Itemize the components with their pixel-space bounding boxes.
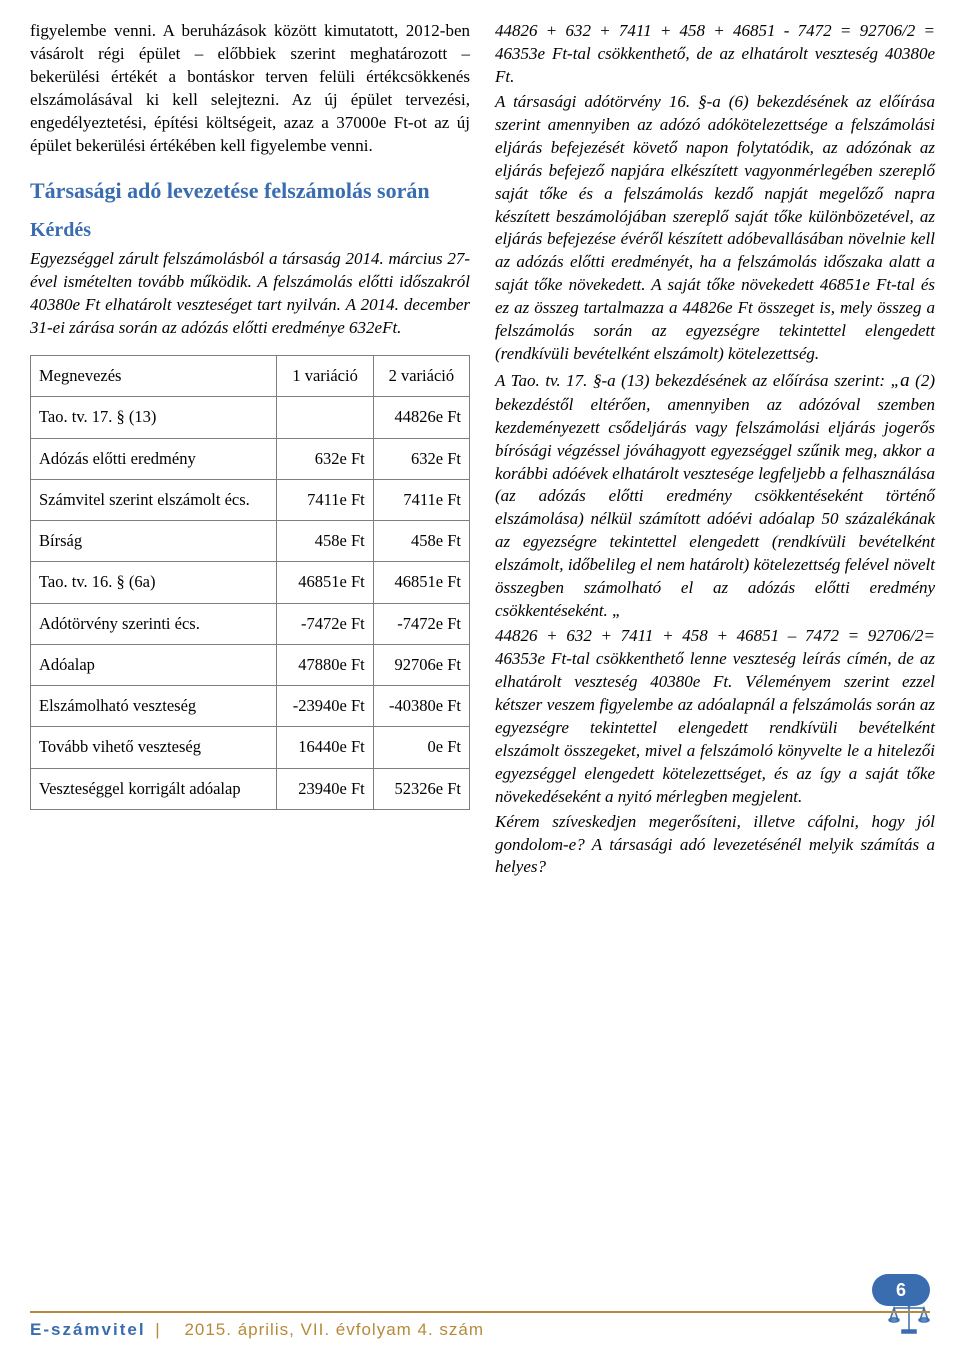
table-cell: Tao. tv. 17. § (13) xyxy=(31,397,277,438)
table-row: Tao. tv. 17. § (13) 44826e Ft xyxy=(31,397,470,438)
table-cell xyxy=(277,397,373,438)
footer-date: 2015. április, VII. évfolyam 4. szám xyxy=(184,1320,484,1339)
table-cell: 16440e Ft xyxy=(277,727,373,768)
left-para-1: figyelembe venni. A beruházások között k… xyxy=(30,20,470,158)
right-para-4: Kérem szíveskedjen megerősíteni, illetve… xyxy=(495,811,935,880)
left-column: figyelembe venni. A beruházások között k… xyxy=(30,20,470,1280)
right-para-1: 44826 + 632 + 7411 + 458 + 46851 - 7472 … xyxy=(495,20,935,89)
table-cell: 632e Ft xyxy=(277,438,373,479)
right-para-3: 44826 + 632 + 7411 + 458 + 46851 – 7472 … xyxy=(495,625,935,809)
footer-divider xyxy=(30,1311,930,1313)
data-table: Megnevezés 1 variáció 2 variáció Tao. tv… xyxy=(30,355,470,810)
table-cell: 7411e Ft xyxy=(277,479,373,520)
scales-icon xyxy=(888,1300,930,1338)
table-cell: 46851e Ft xyxy=(277,562,373,603)
table-cell: 44826e Ft xyxy=(373,397,469,438)
table-cell: -40380e Ft xyxy=(373,686,469,727)
table-cell: 23940e Ft xyxy=(277,768,373,809)
table-row: Veszteséggel korrigált adóalap 23940e Ft… xyxy=(31,768,470,809)
table-cell: Veszteséggel korrigált adóalap xyxy=(31,768,277,809)
table-row: Adózás előtti eredmény 632e Ft 632e Ft xyxy=(31,438,470,479)
table-cell: Adóalap xyxy=(31,644,277,685)
table-cell: Adótörvény szerinti écs. xyxy=(31,603,277,644)
table-cell: Bírság xyxy=(31,521,277,562)
table-cell: Tao. tv. 16. § (6a) xyxy=(31,562,277,603)
table-header: Megnevezés xyxy=(31,356,277,397)
right-column: 44826 + 632 + 7411 + 458 + 46851 - 7472 … xyxy=(495,20,935,1280)
table-header-row: Megnevezés 1 variáció 2 variáció xyxy=(31,356,470,397)
footer-text: E-számvitel | 2015. április, VII. évfoly… xyxy=(30,1320,484,1340)
section-heading: Társasági adó levezetése felszámolás sor… xyxy=(30,176,470,206)
page-content: figyelembe venni. A beruházások között k… xyxy=(0,0,960,1280)
table-cell: Elszámolható veszteség xyxy=(31,686,277,727)
text-span: a xyxy=(900,370,910,391)
table-row: Tovább vihető veszteség 16440e Ft 0e Ft xyxy=(31,727,470,768)
footer-separator: | xyxy=(155,1320,159,1339)
table-row: Tao. tv. 16. § (6a) 46851e Ft 46851e Ft xyxy=(31,562,470,603)
table-cell: 92706e Ft xyxy=(373,644,469,685)
table-cell: 46851e Ft xyxy=(373,562,469,603)
table-cell: -7472e Ft xyxy=(373,603,469,644)
table-header: 1 variáció xyxy=(277,356,373,397)
table-row: Elszámolható veszteség -23940e Ft -40380… xyxy=(31,686,470,727)
table-cell: Számvitel szerint elszámolt écs. xyxy=(31,479,277,520)
table-cell: 52326e Ft xyxy=(373,768,469,809)
table-row: Adóalap 47880e Ft 92706e Ft xyxy=(31,644,470,685)
table-row: Számvitel szerint elszámolt écs. 7411e F… xyxy=(31,479,470,520)
text-span: A társasági adótörvény 16. §-a (6) bekez… xyxy=(495,92,935,363)
footer-brand: E-számvitel xyxy=(30,1320,146,1339)
right-para-2: A társasági adótörvény 16. §-a (6) bekez… xyxy=(495,91,935,366)
right-para-2b: A Tao. tv. 17. §-a (13) bekezdésének az … xyxy=(495,368,935,623)
table-row: Adótörvény szerinti écs. -7472e Ft -7472… xyxy=(31,603,470,644)
table-cell: 458e Ft xyxy=(277,521,373,562)
table-cell: Adózás előtti eredmény xyxy=(31,438,277,479)
left-para-2: Egyezséggel zárult felszámolásból a társ… xyxy=(30,248,470,340)
table-cell: -23940e Ft xyxy=(277,686,373,727)
table-header: 2 variáció xyxy=(373,356,469,397)
table-cell: Tovább vihető veszteség xyxy=(31,727,277,768)
text-span: (2) bekezdéstől eltérően, amennyiben az … xyxy=(495,371,935,620)
table-cell: 0e Ft xyxy=(373,727,469,768)
table-cell: 7411e Ft xyxy=(373,479,469,520)
table-cell: -7472e Ft xyxy=(277,603,373,644)
table-cell: 47880e Ft xyxy=(277,644,373,685)
table-cell: 458e Ft xyxy=(373,521,469,562)
table-cell: 632e Ft xyxy=(373,438,469,479)
section-subheading: Kérdés xyxy=(30,217,470,244)
table-row: Bírság 458e Ft 458e Ft xyxy=(31,521,470,562)
text-span: A Tao. tv. 17. §-a (13) bekezdésének az … xyxy=(495,371,900,390)
footer: 6 E-számvitel | 2015. április, VII. évfo… xyxy=(0,1280,960,1358)
